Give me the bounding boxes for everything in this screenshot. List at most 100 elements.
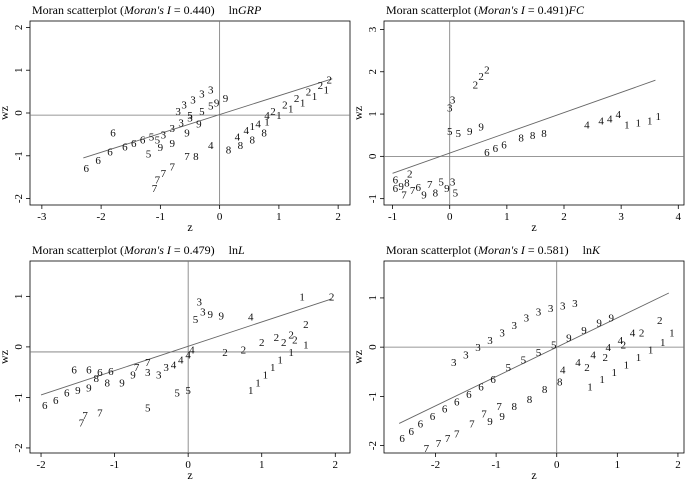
data-point: 2 xyxy=(473,79,479,91)
y-axis-label: wz xyxy=(0,350,11,364)
x-tick-label: 3 xyxy=(618,211,624,223)
data-point: 3 xyxy=(178,117,184,129)
data-point: 9 xyxy=(86,382,92,394)
data-point: 6 xyxy=(110,127,116,139)
data-point: 2 xyxy=(639,327,645,339)
panel-title: Moran scatterplot (Moran's I = 0.479) lnL xyxy=(32,243,245,257)
data-point: 3 xyxy=(200,307,206,319)
x-axis-label: z xyxy=(531,220,536,234)
panel-3: Moran scatterplot (Moran's I = 0.479) lnL… xyxy=(0,243,351,482)
y-tick-label: -1 xyxy=(367,194,379,203)
data-point: 1 xyxy=(647,115,653,127)
data-point: 3 xyxy=(512,320,518,332)
y-tick-label: -1 xyxy=(13,393,25,402)
data-point: 6 xyxy=(84,163,90,175)
data-point: 6 xyxy=(393,183,399,195)
data-point: 6 xyxy=(484,147,490,159)
y-tick-label: -2 xyxy=(367,441,379,450)
data-point: 7 xyxy=(184,151,190,163)
data-point: 6 xyxy=(122,141,128,153)
fit-line xyxy=(40,298,332,396)
data-point: 3 xyxy=(145,367,151,379)
data-point: 5 xyxy=(453,187,459,199)
data-point: 2 xyxy=(621,340,627,352)
data-point: 8 xyxy=(557,377,563,389)
data-point: 1 xyxy=(299,291,305,303)
data-point: 2 xyxy=(407,168,413,180)
data-point: 7 xyxy=(496,401,502,413)
data-point: 1 xyxy=(324,84,330,96)
data-point: 5 xyxy=(193,314,199,326)
data-point: 9 xyxy=(421,189,427,201)
data-point: 6 xyxy=(393,175,399,187)
data-point: 1 xyxy=(288,347,294,359)
data-point: 9 xyxy=(169,138,175,150)
data-point: 6 xyxy=(108,366,114,378)
data-point: 5 xyxy=(146,149,152,161)
x-tick-label: 4 xyxy=(676,211,682,223)
y-tick-label: 1 xyxy=(13,294,25,300)
data-point: 5 xyxy=(551,340,557,352)
data-point: 1 xyxy=(270,362,276,374)
title-stat: Moran's I xyxy=(123,3,172,17)
y-axis-label: wz xyxy=(0,106,11,120)
panel-title: Moran scatterplot (Moran's I = 0.440) lnG… xyxy=(32,3,262,17)
data-point: 6 xyxy=(53,395,59,407)
data-point: 8 xyxy=(104,377,110,389)
x-tick-label: -1 xyxy=(156,211,165,223)
data-point: 6 xyxy=(466,389,472,401)
x-tick-label: 2 xyxy=(333,459,339,471)
data-point: 8 xyxy=(226,144,232,156)
y-tick-label: 2 xyxy=(13,25,25,31)
data-point: 3 xyxy=(196,296,202,308)
data-point: 6 xyxy=(409,426,415,438)
data-point: 7 xyxy=(469,418,475,430)
title-variable-prefix: ln xyxy=(229,3,238,17)
title-variable: L xyxy=(237,243,245,257)
data-point: 4 xyxy=(560,364,566,376)
data-point: 2 xyxy=(292,334,298,346)
data-point: 3 xyxy=(199,89,205,101)
data-point: 9 xyxy=(467,126,473,138)
data-point: 9 xyxy=(214,97,220,109)
data-point: 3 xyxy=(451,357,457,369)
data-point: 2 xyxy=(222,347,228,359)
data-point: 1 xyxy=(300,97,306,109)
data-point: 2 xyxy=(327,75,333,87)
y-tick-label: -1 xyxy=(13,151,25,160)
data-point: 9 xyxy=(581,325,587,337)
data-point: 6 xyxy=(71,365,77,377)
data-point: 1 xyxy=(587,382,593,394)
x-tick-label: -2 xyxy=(36,459,45,471)
data-point: 7 xyxy=(152,183,158,195)
data-point: 2 xyxy=(602,352,608,364)
data-point: 7 xyxy=(410,185,416,197)
data-point: 6 xyxy=(95,155,101,167)
data-point: 3 xyxy=(487,335,493,347)
data-point: 3 xyxy=(208,84,214,96)
data-point: 3 xyxy=(187,112,193,124)
data-point: 5 xyxy=(456,128,462,140)
data-point: 3 xyxy=(572,298,578,310)
data-point: 5 xyxy=(208,100,214,112)
x-tick-label: 0 xyxy=(217,211,223,223)
data-point: 2 xyxy=(318,80,324,92)
data-point: 2 xyxy=(282,99,288,111)
y-tick-label: -2 xyxy=(13,443,25,452)
data-point: 3 xyxy=(169,123,175,135)
data-point: 8 xyxy=(238,140,244,152)
data-point: 5 xyxy=(447,126,453,138)
title-value: = 0.581) xyxy=(525,243,569,257)
data-point: 2 xyxy=(241,344,247,356)
data-point: 3 xyxy=(190,94,196,106)
data-point: 4 xyxy=(178,355,184,367)
data-point: 4 xyxy=(244,125,250,137)
data-point: 7 xyxy=(424,443,430,455)
panel-4: Moran scatterplot (Moran's I = 0.581) lnK… xyxy=(351,243,685,482)
data-point: 7 xyxy=(481,409,487,421)
title-prefix: Moran scatterplot ( xyxy=(386,3,478,17)
data-point: 9 xyxy=(130,370,136,382)
data-point: 1 xyxy=(636,118,642,130)
data-point: 1 xyxy=(303,339,309,351)
